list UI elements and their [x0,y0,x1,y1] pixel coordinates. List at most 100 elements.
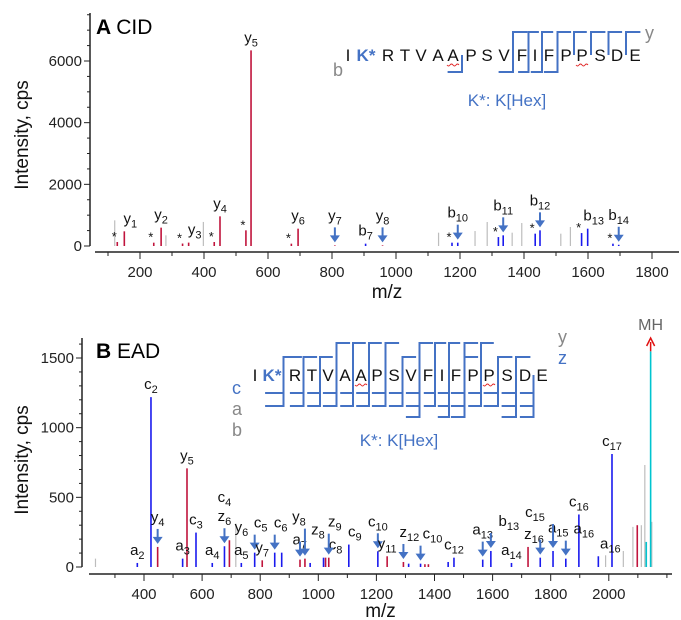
modified-fragment-star: * [148,230,153,245]
y-tick-label: 0 [74,238,82,255]
residue: T [400,46,410,65]
x-tick-label: 1600 [571,264,604,281]
z-ion-bracket [463,356,479,375]
b-ion-bracket [437,375,450,418]
y-ion-bracket [418,342,434,375]
arrow-head [548,540,559,548]
x-tick-label: 1000 [379,264,412,281]
y-ion-bracket [368,342,382,375]
ion-label-c10: c10 [368,513,388,533]
residue: K* [357,46,376,65]
modified-fragment-star: * [209,229,214,244]
arrow-head [560,548,571,556]
z-ion-bracket [319,356,333,375]
ion-label-y7: y7 [328,207,342,227]
residue: V [498,46,510,65]
ion-label-b13: b13 [583,208,604,228]
residue: R [289,366,301,385]
a-ion-bracket [468,375,482,407]
z-ion-bracket [282,356,302,375]
arrow-head [485,540,496,548]
arrow-head [535,547,546,555]
ion-label-a5: a5 [234,542,248,562]
residue: S [501,366,512,385]
x-tick-label: 200 [127,264,152,281]
y-ion-bracket [527,31,539,55]
ion-label-y8: y8 [376,207,390,227]
ion-label-z9: z9 [328,514,342,534]
residue: V [415,46,427,65]
ion-series-label-y: y [645,23,654,43]
arrow-head [323,547,334,555]
modified-fragment-star: * [493,224,498,239]
ion-label-c12: c12 [444,537,464,557]
residue: S [481,46,492,65]
modified-fragment-star: * [286,231,291,246]
modification-note: K*: K[Hex] [468,91,546,110]
residue: A [355,366,367,385]
residue: F [423,366,433,385]
x-tick-label: 800 [248,586,273,603]
residue: S [388,366,399,385]
modified-fragment-star: * [607,231,612,246]
a-ion-bracket [371,375,387,407]
arrow-head [613,234,624,242]
ion-label-y3: y3 [188,222,202,242]
ion-series-label-c: c [232,378,241,398]
arrow-head [398,551,409,559]
ion-label-c10: c10 [423,526,443,546]
modified-fragment-star: * [177,231,182,246]
residue: F [544,46,554,65]
arrow-head [219,536,230,544]
b-ion-bracket [543,55,559,73]
panel-title: A CID [96,16,152,39]
ion-label-a3: a3 [175,538,189,558]
ion-label-c17: c17 [602,433,622,453]
x-tick-label: 1200 [443,264,476,281]
y-axis-label: Intensity, cps [12,80,33,189]
arrow-head [377,235,388,243]
residue: P [576,46,587,65]
x-tick-label: 1200 [360,586,393,603]
spell-underline [446,63,460,67]
residue: E [536,366,547,385]
x-tick-label: 400 [191,264,216,281]
ion-label-y11: y11 [378,535,397,555]
a-ion-bracket [265,375,285,407]
y-ion-bracket [434,342,447,375]
a-ion-bracket [340,375,354,407]
ion-label-b12: b12 [530,192,551,212]
arrow-head [249,542,260,550]
ion-label-b13: b13 [499,513,520,533]
y-ion-bracket [573,31,587,55]
panel-letter: A [96,16,116,39]
ion-label-a7: a7 [292,532,306,552]
x-tick-label: 1400 [507,264,540,281]
b-ion-bracket [447,55,463,73]
spell-underline [575,63,589,67]
residue: R [382,46,394,65]
ion-series-label-a: a [232,399,243,419]
a-ion-bracket [356,375,370,407]
ion-series-label-z: z [558,348,567,368]
arrow-head [477,549,488,557]
y-tick-label: 1000 [41,420,74,437]
ion-label-b14: b14 [608,207,629,227]
arrow-head [152,536,163,544]
ion-label-y1: y1 [124,210,138,230]
x-tick-label: 600 [255,264,280,281]
ion-label-y4: y4 [213,195,227,215]
z-ion-bracket [515,356,531,375]
x-tick-label: 1400 [418,586,451,603]
a-ion-bracket [322,375,338,407]
ion-label-a14: a14 [501,542,522,562]
ion-label-c9: c9 [348,524,362,544]
panel-b: 0 500 1000 1500 400 600 800 1000 1200 1400 1600 180… [12,317,672,620]
b-ion-bracket [405,375,421,418]
arrow-head [329,235,340,243]
residue: D [611,46,623,65]
x-tick-label: 800 [319,264,344,281]
x-tick-label: 1800 [534,586,567,603]
ion-label-a16: a16 [574,521,595,541]
